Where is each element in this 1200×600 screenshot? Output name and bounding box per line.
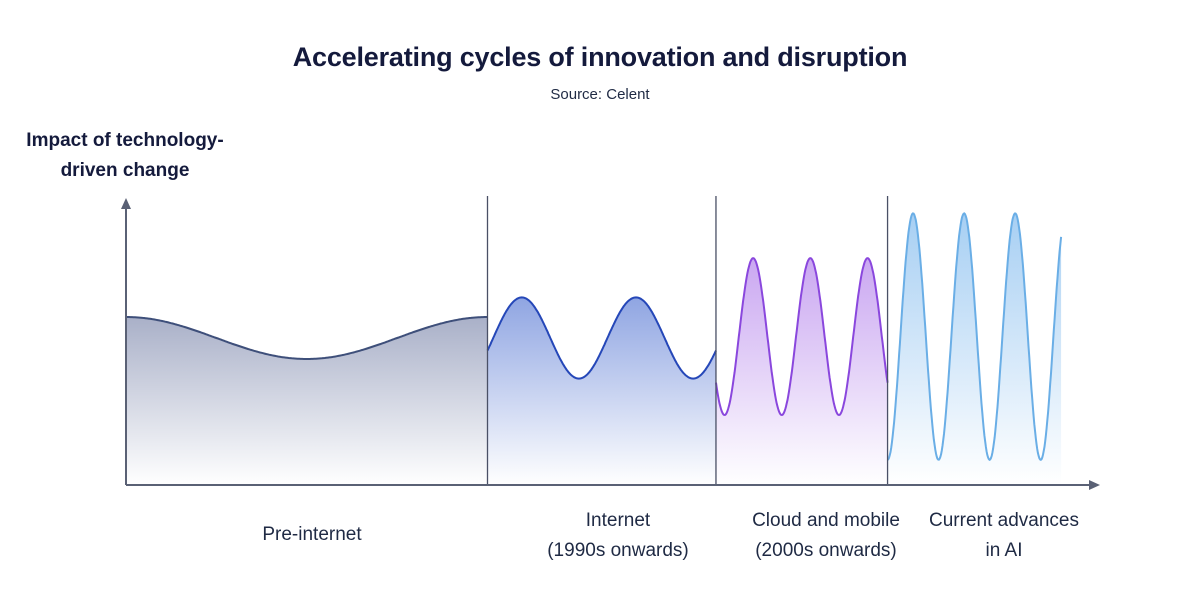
series-area-2 xyxy=(715,258,888,485)
era-label-cloud-mobile-line-2: (2000s onwards) xyxy=(755,540,897,561)
series-line-3 xyxy=(887,212,1063,461)
y-axis-label-line-2: driven change xyxy=(60,160,190,181)
x-axis-arrow xyxy=(1089,480,1100,490)
series-line-2 xyxy=(715,257,889,417)
era-label-pre-internet: Pre-internet xyxy=(212,520,412,550)
chart-subtitle: Source: Celent xyxy=(550,86,650,103)
y-axis-label: Impact of technology- driven change xyxy=(20,126,230,186)
era-label-internet-line-1: Internet xyxy=(585,510,651,531)
era-label-cloud-mobile-line-1: Cloud and mobile xyxy=(752,510,900,531)
era-label-pre-internet-line-1: Pre-internet xyxy=(262,524,362,545)
series-area-3 xyxy=(887,213,1062,485)
series-area-1 xyxy=(487,297,716,485)
era-label-current-ai-line-1: Current advances xyxy=(929,510,1079,531)
chart-title: Accelerating cycles of innovation and di… xyxy=(292,42,908,72)
era-label-internet: Internet (1990s onwards) xyxy=(518,506,718,566)
y-axis-arrow xyxy=(121,198,131,209)
y-axis-label-line-1: Impact of technology- xyxy=(26,130,224,151)
era-label-internet-line-2: (1990s onwards) xyxy=(547,540,689,561)
series-line-1 xyxy=(486,296,717,380)
era-label-current-ai-line-2: in AI xyxy=(985,540,1023,561)
era-label-current-ai: Current advances in AI xyxy=(914,506,1094,566)
series-area-0 xyxy=(126,317,488,485)
era-label-cloud-mobile: Cloud and mobile (2000s onwards) xyxy=(731,506,921,566)
series-line-0 xyxy=(126,316,488,360)
